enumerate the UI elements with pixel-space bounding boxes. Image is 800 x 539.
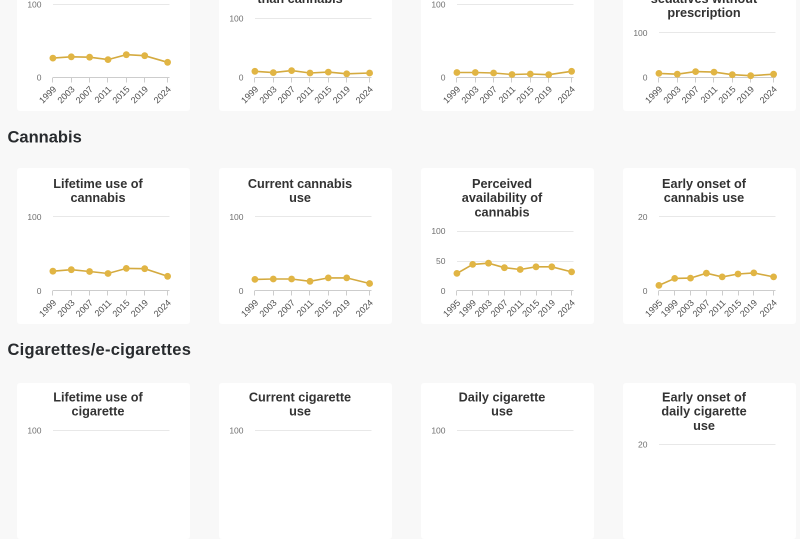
svg-text:use: use [491,405,513,419]
svg-text:100: 100 [229,426,243,436]
svg-text:1999: 1999 [643,84,664,105]
svg-text:cannabis use: cannabis use [664,191,744,205]
svg-text:0: 0 [441,73,446,83]
svg-text:2015: 2015 [716,84,737,105]
svg-text:1999: 1999 [239,298,260,319]
svg-text:0: 0 [37,286,42,296]
svg-text:2003: 2003 [473,298,494,319]
svg-text:use: use [289,405,311,419]
svg-text:2019: 2019 [536,298,557,319]
svg-text:2007: 2007 [680,84,701,105]
svg-text:Lifetime use of: Lifetime use of [53,177,143,191]
svg-text:20: 20 [638,440,648,450]
svg-text:2011: 2011 [699,84,720,105]
svg-text:2011: 2011 [93,298,114,319]
svg-text:2011: 2011 [295,298,316,319]
svg-text:daily cigarette: daily cigarette [661,405,746,419]
svg-text:2019: 2019 [331,298,352,319]
svg-text:2024: 2024 [556,84,577,105]
svg-text:2007: 2007 [276,84,297,105]
svg-text:0: 0 [239,73,244,83]
svg-text:2019: 2019 [129,298,150,319]
svg-text:2019: 2019 [129,84,150,105]
svg-text:Cannabis: Cannabis [8,129,82,147]
svg-text:2024: 2024 [758,298,779,319]
svg-text:2011: 2011 [497,84,518,105]
svg-text:availability of: availability of [462,191,543,205]
svg-text:0: 0 [643,286,648,296]
svg-text:100: 100 [431,426,445,436]
svg-text:2024: 2024 [354,84,375,105]
svg-text:cigarette: cigarette [72,405,125,419]
svg-text:2007: 2007 [276,298,297,319]
svg-text:1999: 1999 [37,298,58,319]
svg-text:2015: 2015 [312,84,333,105]
svg-text:2003: 2003 [661,84,682,105]
svg-text:0: 0 [441,286,446,296]
svg-text:2003: 2003 [675,298,696,319]
svg-text:than cannabis: than cannabis [257,0,342,6]
svg-text:0: 0 [37,73,42,83]
svg-text:Early onset of: Early onset of [662,177,747,191]
svg-text:cannabis: cannabis [71,191,126,205]
svg-text:20: 20 [638,212,648,222]
svg-text:100: 100 [229,212,243,222]
svg-text:2024: 2024 [152,298,173,319]
svg-text:Cigarettes/e-cigarettes: Cigarettes/e-cigarettes [8,341,192,359]
svg-text:2007: 2007 [74,84,95,105]
svg-text:Early onset of: Early onset of [662,390,747,404]
svg-text:2015: 2015 [110,298,131,319]
svg-text:use: use [693,419,715,433]
svg-text:0: 0 [239,286,244,296]
svg-text:0: 0 [643,73,648,83]
svg-text:50: 50 [436,256,446,266]
svg-text:cannabis: cannabis [475,205,530,219]
svg-text:1999: 1999 [239,84,260,105]
svg-text:Current cigarette: Current cigarette [249,390,351,404]
svg-text:100: 100 [27,212,41,222]
svg-text:Lifetime use of: Lifetime use of [53,390,143,404]
svg-text:Daily cigarette: Daily cigarette [459,390,546,404]
svg-text:100: 100 [431,0,445,10]
svg-text:2003: 2003 [55,84,76,105]
svg-text:1999: 1999 [441,84,462,105]
svg-text:prescription: prescription [667,6,740,20]
svg-text:use: use [289,191,311,205]
svg-text:2003: 2003 [257,84,278,105]
svg-text:2024: 2024 [556,298,577,319]
svg-text:1999: 1999 [37,84,58,105]
svg-text:2019: 2019 [735,84,756,105]
svg-text:2015: 2015 [110,84,131,105]
svg-text:2007: 2007 [74,298,95,319]
svg-text:2019: 2019 [533,84,554,105]
svg-text:2011: 2011 [93,84,114,105]
svg-text:Perceived: Perceived [472,177,532,191]
svg-text:2011: 2011 [295,84,316,105]
svg-text:100: 100 [431,226,445,236]
svg-text:2003: 2003 [459,84,480,105]
svg-text:2024: 2024 [758,84,779,105]
svg-text:2015: 2015 [514,84,535,105]
svg-text:100: 100 [229,14,243,24]
svg-text:2024: 2024 [152,84,173,105]
svg-text:2015: 2015 [312,298,333,319]
svg-text:2019: 2019 [738,298,759,319]
svg-text:2024: 2024 [354,298,375,319]
svg-text:100: 100 [27,426,41,436]
svg-text:100: 100 [633,28,647,38]
svg-text:Current cannabis: Current cannabis [248,177,352,191]
svg-text:sedatives without: sedatives without [651,0,758,6]
svg-text:2019: 2019 [331,84,352,105]
svg-text:100: 100 [27,0,41,10]
svg-text:2003: 2003 [55,298,76,319]
svg-text:2007: 2007 [478,84,499,105]
svg-text:2003: 2003 [257,298,278,319]
